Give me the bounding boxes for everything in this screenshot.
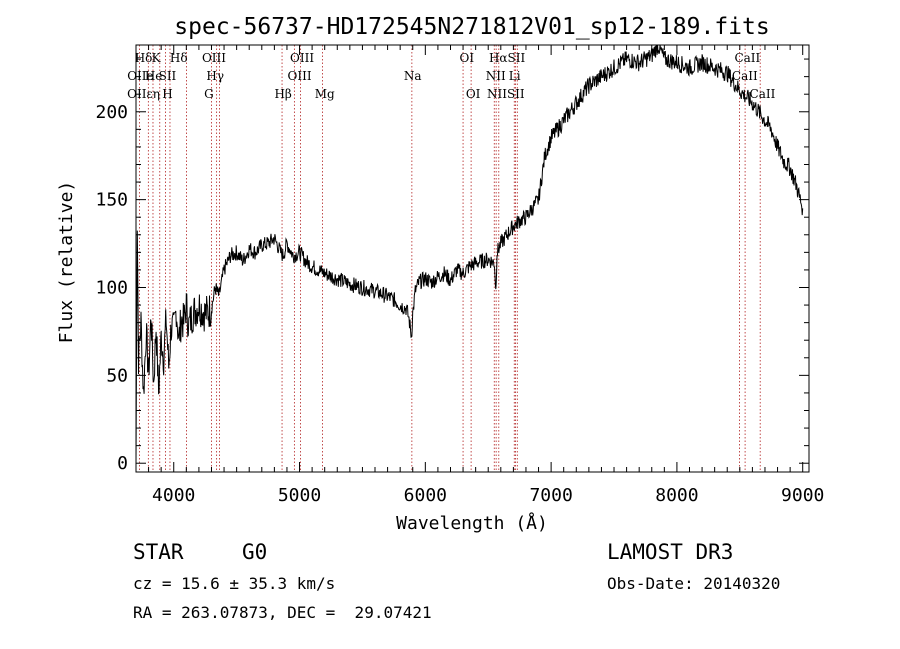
redshift-line: cz = 15.6 ± 35.3 km/s (133, 574, 336, 593)
emission-line-label: Na (404, 69, 422, 83)
y-tick-label: 100 (95, 277, 128, 298)
y-axis-label: Flux (relative) (56, 181, 77, 344)
chart-title: spec-56737-HD172545N271812V01_sp12-189.f… (174, 14, 769, 40)
emission-line-label: Li (509, 69, 521, 83)
subclass-label: G0 (242, 540, 268, 564)
y-axis-ticks: 0 50 100 150 200 (95, 58, 809, 474)
emission-line-label: OI (466, 87, 481, 101)
y-tick-label: 200 (95, 102, 128, 123)
x-tick-label: 9000 (781, 485, 824, 506)
emission-line-label: Hγ (206, 69, 224, 83)
emission-line-markers (138, 45, 761, 472)
obs-date: Obs-Date: 20140320 (607, 574, 781, 593)
emission-line-label: NIISII (487, 87, 525, 101)
survey-label: LAMOST DR3 (607, 540, 734, 564)
emission-line-label: Hδ (135, 51, 153, 65)
emission-line-label: Hβ (274, 87, 291, 101)
emission-line-label: G (204, 87, 214, 101)
x-axis-label: Wavelength (Å) (396, 512, 548, 534)
plot-frame (135, 44, 810, 473)
emission-line-label: NII (486, 69, 506, 83)
emission-line-label: K (152, 51, 162, 65)
emission-line-label: Hδ (170, 51, 188, 65)
x-tick-label: 8000 (655, 485, 698, 506)
ra-dec-line: RA = 263.07873, DEC = 29.07421 (133, 603, 432, 622)
x-tick-label: 7000 (529, 485, 572, 506)
x-tick-label: 6000 (404, 485, 447, 506)
class-label: STAR (133, 540, 184, 564)
emission-line-label: SII (159, 69, 177, 83)
emission-line-label: HαSII (489, 51, 526, 65)
emission-line-label: OIII (202, 51, 226, 65)
y-tick-label: 0 (117, 453, 128, 474)
emission-line-label: OI (460, 51, 475, 65)
emission-line-label: CaII (732, 69, 758, 83)
emission-line-label: OIII (288, 69, 312, 83)
emission-line-label: He (145, 69, 163, 83)
spectrum-line (135, 44, 804, 464)
x-tick-label: 5000 (278, 485, 321, 506)
y-tick-label: 150 (95, 190, 128, 211)
emission-line-label: Mg (315, 87, 335, 101)
emission-line-label: OIIe (127, 69, 153, 83)
x-tick-label: 4000 (152, 485, 195, 506)
emission-line-label: H (162, 87, 172, 101)
emission-line-label: CaII (750, 87, 776, 101)
x-axis-ticks: 4000 5000 6000 7000 8000 9000 (135, 45, 824, 506)
emission-line-label: OIIεη (127, 87, 160, 101)
emission-line-label: OIII (290, 51, 314, 65)
spectrum-chart: spec-56737-HD172545N271812V01_sp12-189.f… (56, 14, 824, 534)
y-tick-label: 50 (106, 365, 128, 386)
emission-line-label: CaII (734, 51, 760, 65)
